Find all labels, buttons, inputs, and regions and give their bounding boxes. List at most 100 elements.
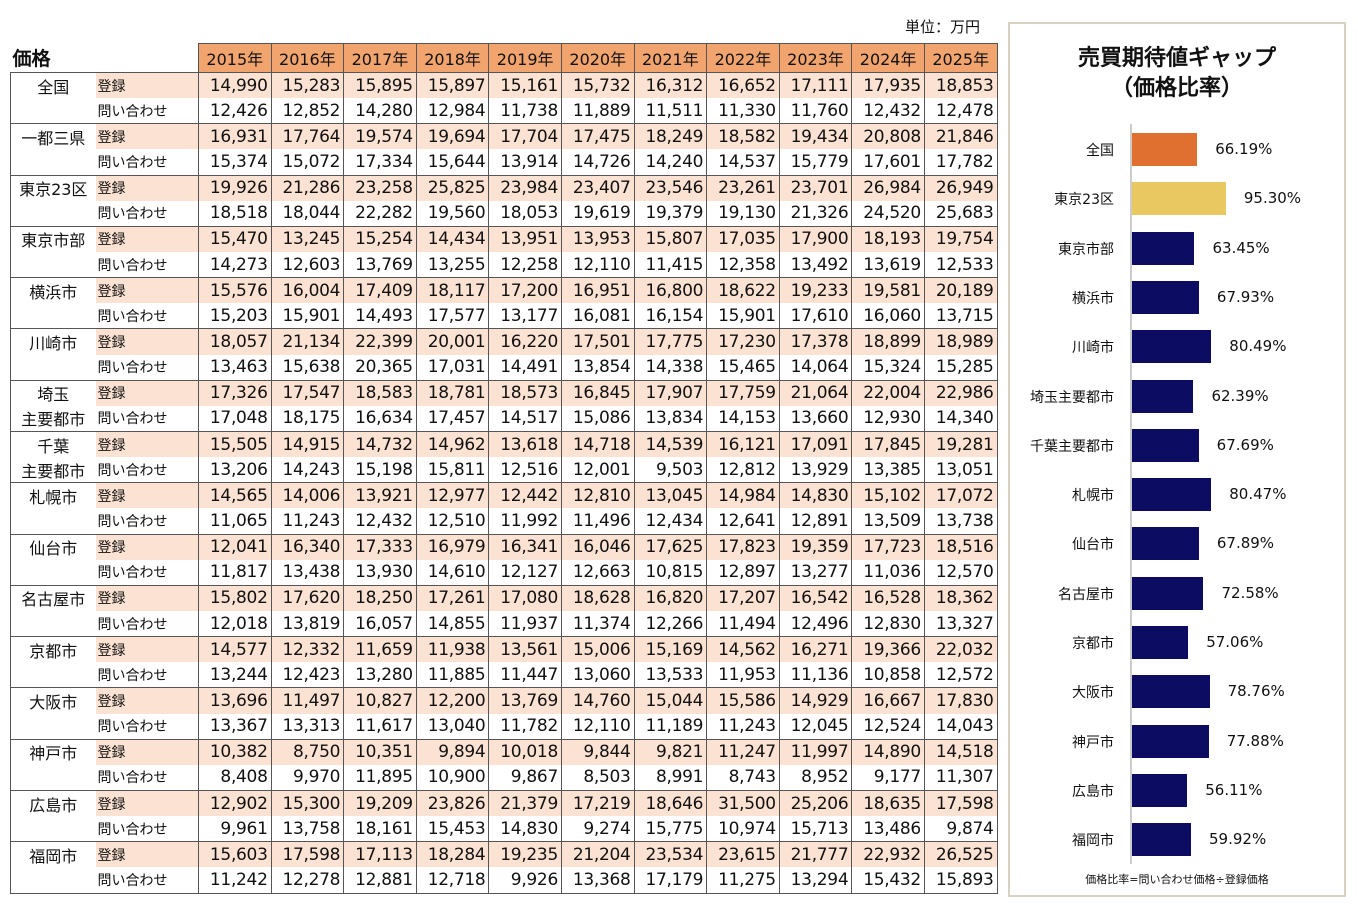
price-cell: 12,603 (270, 251, 345, 278)
price-cell: 16,979 (415, 533, 490, 560)
table-row: 東京23区 登録 19,926 21,286 23,258 25,825 23,984 23,… (10, 174, 998, 201)
price-cell: 21,134 (270, 328, 345, 355)
price-cell: 11,494 (706, 610, 780, 637)
table-row: 問い合わせ 13,367 13,313 11,617 13,040 11,782 12,11… (10, 713, 998, 740)
price-cell: 15,465 (706, 354, 780, 381)
bar-value-label: 77.88% (1226, 731, 1284, 750)
price-cell: 11,782 (488, 713, 562, 740)
row-type-label: 問い合わせ (97, 206, 168, 223)
row-type-label: 登録 (95, 123, 199, 150)
price-cell: 14,830 (778, 482, 853, 509)
price-cell: 15,807 (633, 225, 708, 252)
price-cell: 12,572 (923, 662, 998, 688)
price-cell: 13,619 (851, 251, 925, 278)
bar-value-label: 63.45% (1212, 238, 1270, 257)
table-row: 全国 登録 14,990 15,283 15,895 15,897 15,161 15,732… (10, 72, 998, 99)
price-cell: 16,820 (633, 584, 708, 611)
row-type-label: 問い合わせ (97, 462, 168, 479)
table-row: 東京市部 登録 15,470 13,245 15,254 14,434 13,951 13,9… (10, 225, 998, 252)
price-cell: 13,385 (851, 457, 925, 483)
price-cell: 13,277 (778, 559, 853, 586)
year-header: 2019年 (488, 43, 562, 73)
bar (1132, 626, 1189, 659)
price-cell: 12,533 (923, 251, 998, 278)
price-cell: 17,547 (270, 379, 345, 406)
price-cell: 18,516 (923, 533, 998, 560)
price-cell: 13,561 (488, 636, 562, 663)
row-type-label: 登録 (95, 482, 199, 509)
price-cell: 16,121 (706, 430, 780, 458)
price-cell: 13,618 (488, 430, 562, 458)
bar-label: 大阪市 (1072, 685, 1114, 702)
price-cell: 26,949 (923, 174, 998, 201)
price-cell: 14,990 (198, 72, 272, 99)
table-row: 主要都市 問い合わせ 13,206 14,243 15,198 15,811 12,516 1… (10, 457, 998, 483)
price-cell: 16,271 (778, 636, 853, 663)
bar-value-label: 72.58% (1221, 583, 1279, 602)
price-cell: 15,603 (198, 841, 272, 868)
table-row: 問い合わせ 8,408 9,970 11,895 10,900 9,867 8,503 8,9… (10, 764, 998, 791)
price-cell: 12,516 (488, 457, 562, 483)
price-cell: 23,546 (633, 174, 708, 201)
price-cell: 8,952 (778, 764, 853, 791)
price-cell: 19,694 (415, 123, 490, 150)
price-cell: 13,660 (778, 405, 853, 432)
bar (1132, 330, 1212, 364)
price-cell: 15,198 (343, 457, 417, 483)
price-cell: 15,161 (488, 72, 562, 99)
price-cell: 14,610 (415, 559, 490, 586)
price-cell: 25,825 (415, 174, 490, 201)
price-cell: 12,718 (415, 867, 490, 894)
price-cell: 21,286 (270, 174, 345, 201)
table-row: 横浜市 登録 15,576 16,004 17,409 18,117 17,200 16,95… (10, 277, 998, 304)
price-cell: 12,018 (198, 610, 272, 637)
price-cell: 12,852 (270, 98, 345, 124)
price-cell: 14,340 (923, 405, 998, 432)
table-row: 問い合わせ 18,518 18,044 22,282 19,560 18,053 19,61… (10, 200, 998, 227)
price-cell: 18,044 (270, 200, 345, 227)
price-cell: 9,926 (488, 867, 562, 894)
price-cell: 9,894 (415, 738, 490, 765)
price-cell: 17,830 (923, 687, 998, 714)
price-cell: 15,086 (560, 405, 635, 432)
price-cell: 9,874 (923, 816, 998, 842)
price-cell: 17,900 (778, 225, 853, 252)
price-cell: 15,895 (343, 72, 417, 99)
price-cell: 11,938 (415, 636, 490, 663)
row-type-label: 問い合わせ (97, 257, 168, 274)
bar-label: 川崎市 (1072, 340, 1114, 357)
price-cell: 16,154 (633, 303, 708, 329)
price-cell: 15,775 (633, 816, 708, 842)
price-cell: 23,984 (488, 174, 562, 201)
price-cell: 14,830 (488, 816, 562, 842)
price-cell: 20,189 (923, 277, 998, 304)
table-row: 問い合わせ 13,244 12,423 13,280 11,885 11,447 13,06… (10, 662, 998, 688)
year-header: 2024年 (851, 43, 925, 73)
price-cell: 18,161 (343, 816, 417, 842)
price-cell: 17,179 (633, 867, 708, 894)
price-cell: 9,821 (633, 738, 708, 765)
price-cell: 18,899 (851, 328, 925, 355)
bar (1132, 478, 1212, 512)
price-cell: 12,496 (778, 610, 853, 637)
price-cell: 19,926 (198, 174, 272, 201)
price-cell: 19,130 (706, 200, 780, 227)
price-cell: 12,570 (923, 559, 998, 586)
price-cell: 16,220 (488, 328, 562, 355)
price-cell: 13,819 (270, 610, 345, 637)
price-cell: 16,634 (343, 405, 417, 432)
bar-label: 仙台市 (1072, 537, 1114, 554)
price-cell: 16,057 (343, 610, 417, 637)
year-header: 2021年 (633, 43, 708, 73)
bar (1132, 428, 1199, 462)
price-cell: 13,951 (488, 225, 562, 252)
price-cell: 21,204 (560, 841, 635, 868)
region-name: 札幌市 (10, 482, 96, 509)
price-cell: 11,617 (343, 713, 417, 740)
row-type-label: 登録 (95, 379, 199, 406)
price-cell: 17,782 (923, 149, 998, 176)
price-cell: 12,432 (851, 98, 925, 124)
price-cell: 11,275 (706, 867, 780, 894)
price-cell: 18,628 (560, 584, 635, 611)
price-cell: 9,274 (560, 816, 635, 842)
